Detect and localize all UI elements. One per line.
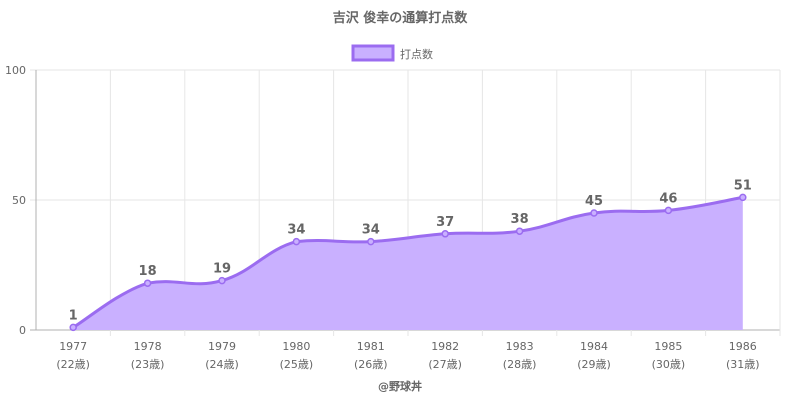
x-tick-sublabel: (26歳) [354, 358, 388, 371]
x-tick-sublabel: (24歳) [205, 358, 239, 371]
x-tick-label: 1983 [506, 340, 534, 353]
data-point [367, 237, 375, 246]
data-point [590, 209, 598, 217]
x-tick-sublabel: (22歳) [56, 358, 90, 371]
y-tick-label: 50 [12, 194, 26, 207]
y-tick-label: 0 [19, 324, 26, 337]
x-tick-sublabel: (29歳) [577, 358, 611, 371]
data-point [664, 206, 673, 215]
data-points [69, 193, 747, 332]
data-label: 1 [69, 308, 78, 323]
x-tick-label: 1978 [134, 340, 162, 353]
x-tick-sublabel: (30歳) [652, 358, 686, 371]
x-tick-label: 1986 [729, 340, 757, 353]
series-area [73, 197, 743, 330]
data-point [69, 323, 77, 332]
x-tick-label: 1977 [59, 340, 87, 353]
x-tick-label: 1982 [431, 340, 459, 353]
data-point [292, 237, 301, 246]
x-tick-label: 1984 [580, 340, 608, 353]
data-labels: 1 18 19 34 34 37 38 45 46 51 [69, 178, 752, 323]
x-tick-sublabel: (25歳) [280, 358, 314, 371]
data-point [441, 230, 449, 238]
x-axis-label: @野球丼 [378, 379, 422, 393]
data-label: 18 [139, 264, 157, 279]
data-point [739, 193, 747, 202]
legend[interactable]: 打点数 [351, 44, 433, 62]
data-label: 45 [585, 194, 603, 209]
data-label: 51 [734, 178, 752, 193]
data-label: 19 [213, 262, 231, 277]
x-tick-sublabel: (28歳) [503, 358, 537, 371]
data-label: 46 [659, 191, 677, 206]
x-tick-labels: 1977 (22歳) 1978 (23歳) 1979 (24歳) 1980 (25歳) 1981… [56, 340, 759, 371]
x-tick-sublabel: (23歳) [131, 358, 165, 371]
y-tick-labels: 0 50 100 [5, 64, 26, 337]
x-tick-label: 1979 [208, 340, 236, 353]
data-label: 34 [362, 223, 380, 238]
legend-label: 打点数 [400, 47, 433, 61]
x-tick-sublabel: (27歳) [428, 358, 462, 371]
x-tick-label: 1981 [357, 340, 385, 353]
x-tick-label: 1985 [654, 340, 682, 353]
chart-title: 吉沢 俊幸の通算打点数 [333, 10, 469, 26]
data-label: 37 [436, 215, 454, 230]
series-line [72, 195, 744, 329]
data-label: 38 [511, 212, 529, 227]
data-point [218, 276, 226, 285]
data-point [515, 227, 524, 235]
legend-swatch [351, 44, 395, 62]
data-label: 34 [287, 223, 305, 238]
x-tick-sublabel: (31歳) [726, 358, 760, 371]
area-layer [72, 195, 744, 330]
data-point [143, 279, 152, 287]
y-tick-label: 100 [5, 64, 26, 77]
x-tick-label: 1980 [282, 340, 310, 353]
